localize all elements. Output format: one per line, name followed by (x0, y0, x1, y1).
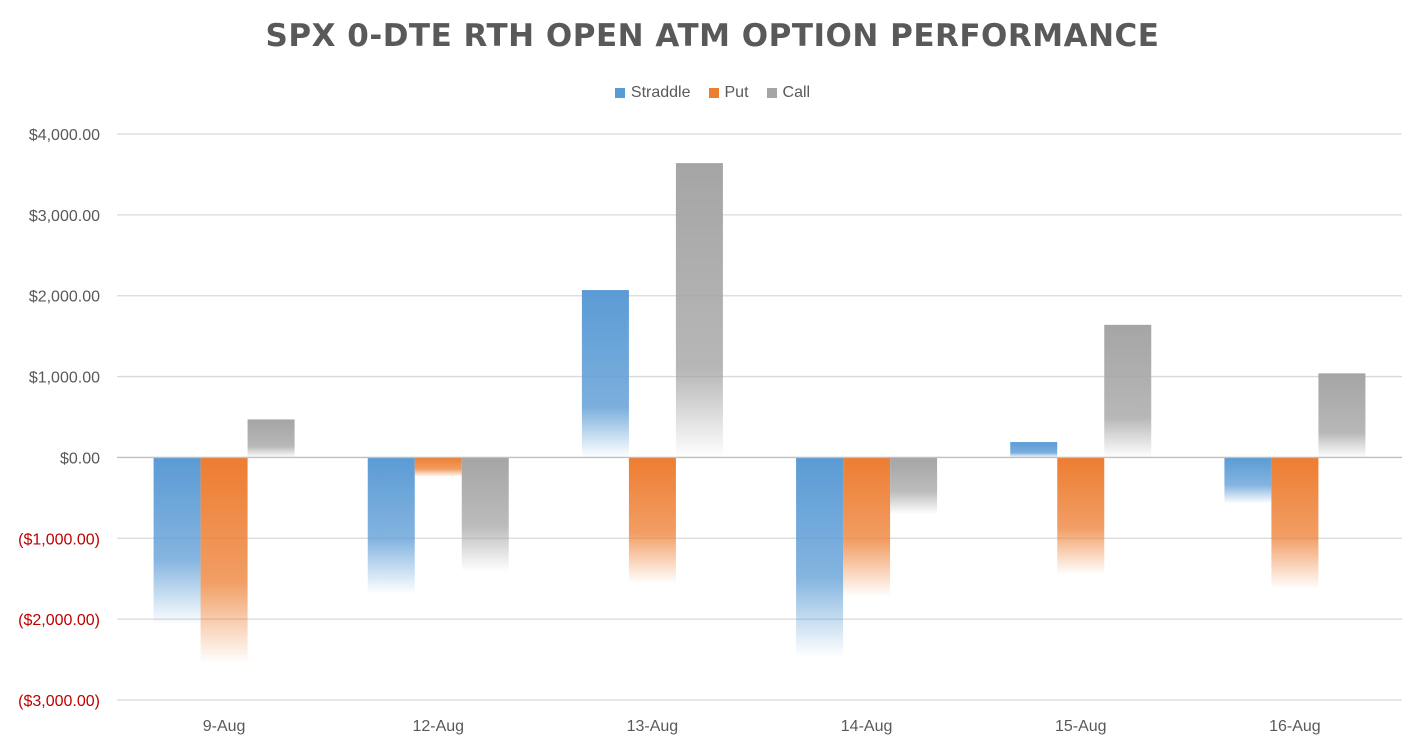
bar-call-9-aug (247, 419, 295, 458)
y-tick-label: $2,000.00 (29, 289, 100, 306)
y-tick-label: ($2,000.00) (18, 612, 100, 629)
bar-call-13-aug (675, 163, 723, 458)
legend-label-put: Put (724, 84, 749, 101)
x-tick-label: 14-Aug (841, 718, 893, 735)
legend-label-straddle: Straddle (630, 84, 691, 101)
x-tick-label: 12-Aug (412, 718, 464, 735)
legend-item-put: Put (708, 84, 749, 102)
x-tick-label: 16-Aug (1269, 718, 1321, 735)
bar-call-12-aug (461, 457, 509, 572)
y-tick-label: $4,000.00 (29, 127, 100, 144)
legend-swatch-put (708, 88, 719, 98)
y-tick-label: ($3,000.00) (18, 693, 100, 710)
bar-straddle-15-aug (1010, 442, 1058, 458)
legend-swatch-call (766, 88, 777, 98)
gridlines (117, 133, 1402, 701)
x-tick-label: 9-Aug (203, 718, 246, 735)
x-axis-ticks: 9-Aug 12-Aug 13-Aug 14-Aug 15-Aug 16-Aug (203, 718, 1321, 735)
x-tick-label: 15-Aug (1055, 718, 1107, 735)
chart-title: SPX 0-DTE RTH OPEN ATM OPTION PERFORMANC… (265, 18, 1160, 54)
bar-put-13-aug (628, 457, 676, 584)
bars (153, 163, 1366, 664)
x-tick-label: 13-Aug (627, 718, 679, 735)
bar-straddle-9-aug (153, 457, 201, 626)
legend-item-call: Call (766, 84, 811, 102)
bar-call-14-aug (890, 457, 938, 515)
legend-swatch-straddle (614, 88, 625, 98)
legend-item-straddle: Straddle (614, 84, 691, 102)
bar-straddle-13-aug (581, 290, 629, 458)
bar-straddle-14-aug (796, 457, 844, 658)
bar-put-15-aug (1057, 457, 1105, 575)
bar-put-14-aug (843, 457, 891, 597)
bar-put-16-aug (1271, 457, 1319, 590)
bar-call-16-aug (1318, 373, 1366, 458)
y-tick-label: ($1,000.00) (18, 531, 100, 548)
y-tick-label: $1,000.00 (29, 370, 100, 387)
y-tick-label: $0.00 (60, 450, 100, 467)
bar-straddle-12-aug (367, 457, 415, 595)
legend-label-call: Call (782, 84, 811, 101)
bar-put-9-aug (200, 457, 248, 664)
bar-call-15-aug (1104, 324, 1152, 458)
bar-straddle-16-aug (1224, 457, 1272, 504)
bar-put-12-aug (414, 457, 462, 477)
y-axis-ticks: $4,000.00 $3,000.00 $2,000.00 $1,000.00 $0.0… (18, 127, 100, 710)
legend: Straddle Put Call (0, 84, 1425, 102)
y-tick-label: $3,000.00 (29, 208, 100, 225)
